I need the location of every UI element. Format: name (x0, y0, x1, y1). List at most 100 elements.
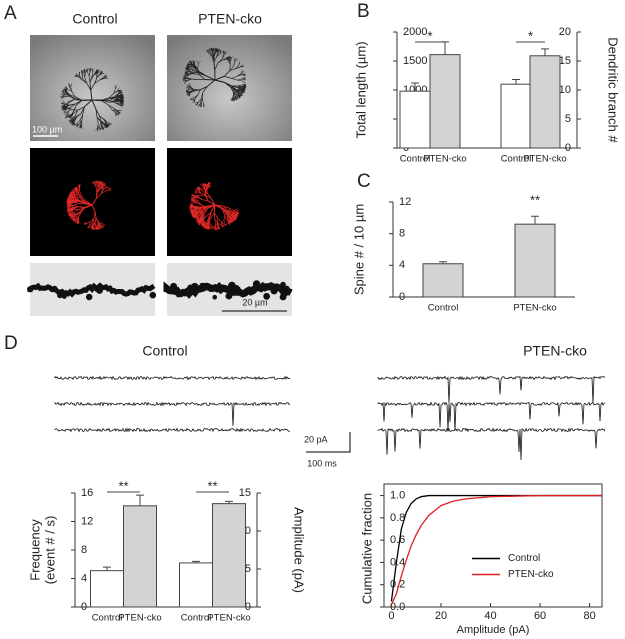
error-bar (439, 261, 447, 264)
branch (71, 91, 76, 97)
error-bar (225, 500, 233, 504)
branch (90, 83, 96, 91)
branch (65, 92, 69, 97)
branch (217, 222, 222, 226)
axis-label: (event # / s) (42, 516, 57, 585)
branch (205, 190, 207, 196)
spine (249, 286, 257, 294)
branch (192, 213, 196, 217)
category-label: Control (400, 154, 431, 165)
spine (272, 283, 280, 291)
branch (84, 69, 86, 73)
branch (78, 193, 81, 198)
branch (68, 194, 72, 198)
branch (198, 185, 201, 189)
branch (204, 221, 209, 225)
branch (96, 74, 101, 78)
branch (70, 120, 74, 124)
branch (204, 220, 207, 224)
branch (97, 188, 101, 193)
category-label: PTEN-cko (423, 154, 466, 165)
branch (206, 79, 216, 87)
branch (67, 109, 72, 112)
branch (192, 61, 195, 65)
branch (73, 188, 76, 191)
branch (206, 183, 209, 187)
branch (239, 92, 244, 95)
spine (280, 290, 286, 295)
branch (199, 189, 204, 192)
branch (203, 184, 207, 187)
scale-label: 100 µm (32, 124, 62, 134)
branch (204, 225, 206, 228)
branch (194, 191, 198, 194)
branch (67, 199, 71, 202)
branch (227, 210, 231, 215)
spine (228, 281, 236, 290)
tick-label: 2000 (403, 26, 427, 38)
branch (213, 62, 216, 71)
branch (113, 107, 118, 112)
branch (117, 110, 121, 114)
branch (230, 87, 234, 93)
branch (64, 96, 69, 98)
branch (67, 107, 72, 110)
branch (75, 99, 83, 105)
current-trace (54, 401, 291, 426)
branch (74, 96, 83, 101)
branch (61, 106, 65, 110)
branch (196, 202, 202, 206)
branch (75, 216, 79, 219)
branch (228, 221, 232, 224)
branch (69, 87, 73, 92)
branch (88, 76, 91, 83)
branch (78, 212, 81, 218)
branch (212, 52, 216, 57)
branch (74, 110, 78, 116)
branch (186, 78, 192, 80)
branch (208, 48, 211, 53)
branch (108, 104, 114, 109)
branch (211, 226, 213, 230)
branch (77, 184, 80, 188)
branch (103, 187, 107, 190)
tick-label: 60 (534, 610, 546, 622)
branch (74, 115, 76, 121)
branch (217, 217, 222, 222)
branch (222, 207, 228, 212)
branch (99, 76, 104, 81)
branch (69, 119, 73, 123)
branch (69, 205, 74, 207)
branch (94, 79, 100, 84)
branch (104, 124, 109, 127)
branch (109, 100, 116, 104)
branch (184, 73, 189, 76)
tick-label: 15 (559, 55, 571, 67)
branch (209, 222, 212, 227)
branch (235, 66, 240, 69)
branch (183, 74, 187, 78)
spine (212, 294, 218, 300)
branch (195, 210, 198, 215)
branch (84, 203, 93, 206)
axis-label: Amplitude (pA) (457, 624, 530, 636)
branch (94, 223, 96, 227)
branch (206, 192, 212, 199)
spine (283, 285, 290, 292)
error-bar (512, 79, 520, 85)
tick-label: 5 (565, 113, 571, 125)
branch (227, 56, 232, 59)
branch (95, 226, 98, 230)
branch (103, 74, 107, 78)
branch (210, 51, 214, 57)
branch (71, 205, 74, 210)
branch (95, 218, 99, 224)
branch (61, 91, 65, 94)
branch (81, 70, 85, 74)
bar (514, 223, 556, 298)
branch (198, 214, 200, 219)
branch (237, 79, 243, 82)
branch (61, 104, 66, 106)
axis-label: Frequency (27, 519, 42, 581)
branch (198, 208, 202, 213)
